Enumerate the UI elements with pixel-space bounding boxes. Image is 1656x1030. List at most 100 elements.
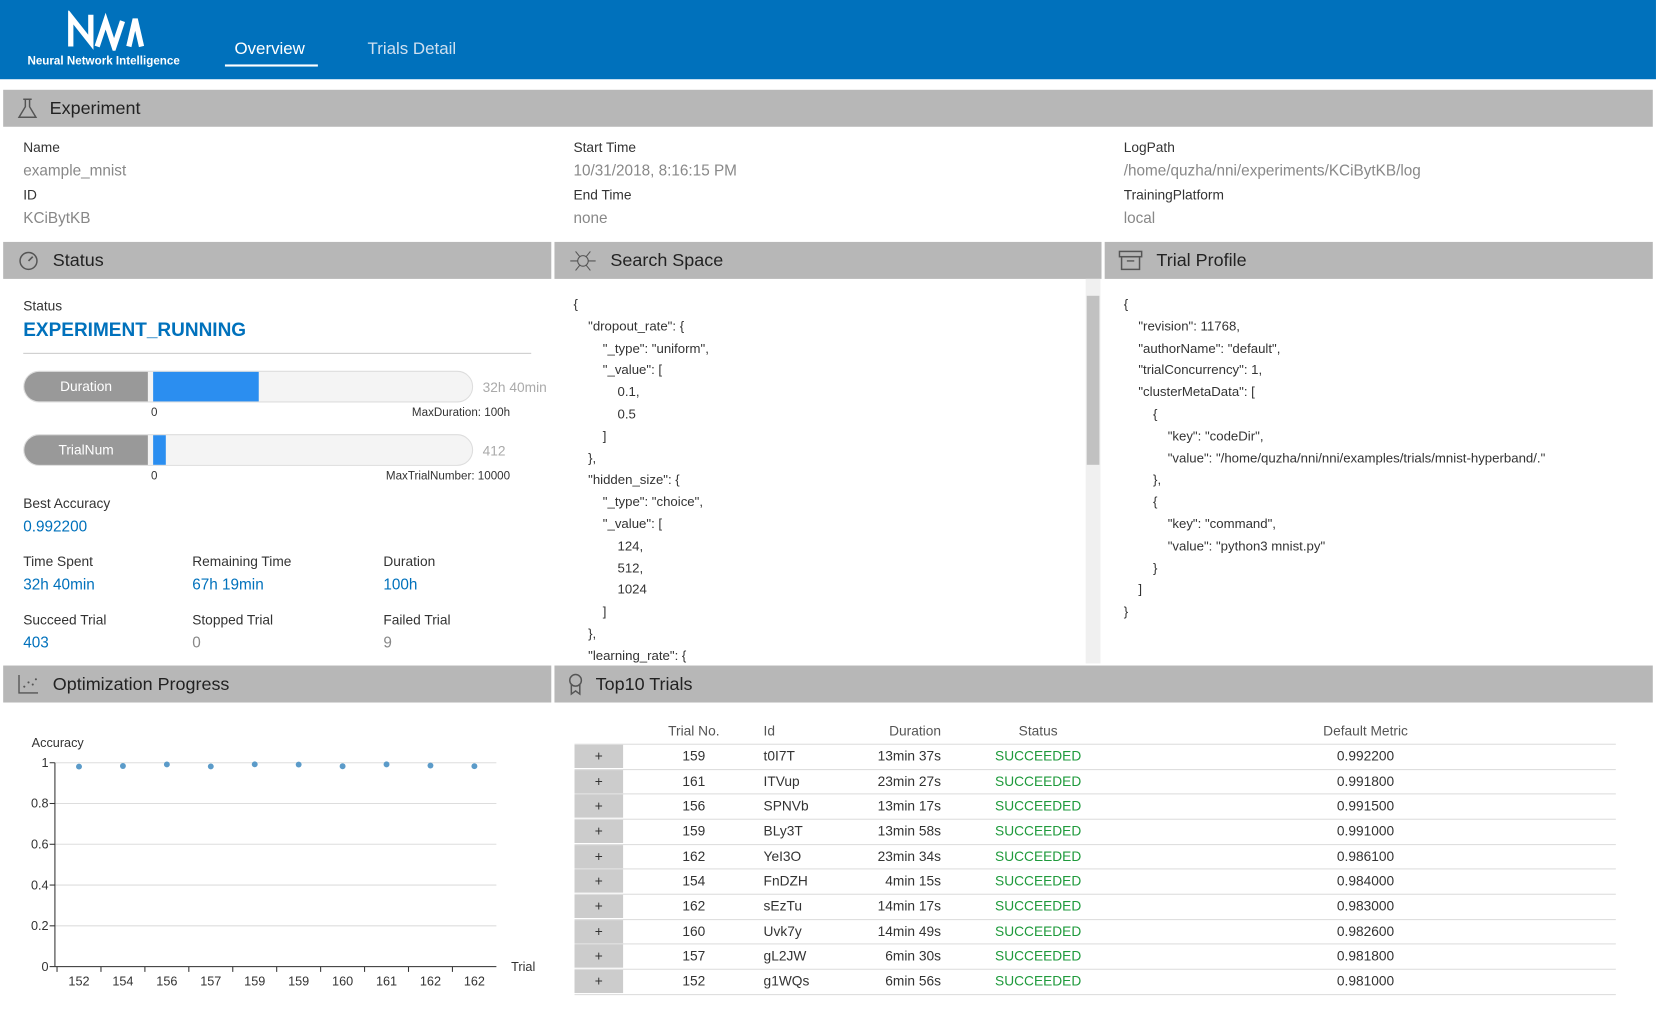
stat-label: Succeed Trial: [23, 612, 106, 628]
row-divider: [575, 919, 1616, 920]
status-panel: StatusEXPERIMENT_RUNNINGDuration32h 40mi…: [0, 279, 551, 664]
icon: [17, 98, 40, 119]
table-cell: gL2JW: [764, 948, 807, 964]
field-value: /home/quzha/nni/experiments/KCiBytKB/log: [1124, 163, 1421, 180]
code-line: "value": "/home/quzha/nni/nni/examples/t…: [1124, 451, 1546, 466]
table-cell: 0.992200: [1260, 748, 1471, 764]
status-cell: SUCCEEDED: [933, 948, 1144, 964]
logo-text: Neural Network Intelligence: [27, 55, 179, 68]
table-cell: 0.981000: [1260, 973, 1471, 989]
progress-value: 412: [483, 443, 506, 459]
point: [208, 763, 214, 769]
stat-value: 403: [23, 635, 49, 652]
section-bar: Search Space: [554, 242, 1101, 279]
stat-value: 100h: [383, 577, 417, 594]
code-line: "dropout_rate": {: [573, 319, 684, 334]
status-cell: SUCCEEDED: [933, 748, 1144, 764]
table-cell: FnDZH: [764, 873, 808, 889]
search-space-panel: { "dropout_rate": { "_type": "uniform", …: [554, 279, 1085, 664]
point: [164, 761, 170, 767]
code-line: "clusterMetaData": [: [1124, 385, 1255, 400]
best-label: Best Accuracy: [23, 495, 110, 511]
row-divider: [575, 844, 1616, 845]
code-line: "hidden_size": {: [573, 473, 679, 488]
progress-fill: [153, 372, 259, 402]
table-cell: 0.984000: [1260, 873, 1471, 889]
nav-tab[interactable]: Overview: [234, 40, 304, 59]
table-cell: t0I7T: [764, 748, 795, 764]
field-label: ID: [23, 187, 37, 203]
icon: [1117, 249, 1144, 272]
section-title: Search Space: [610, 250, 723, 271]
code-line: "learning_rate": {: [573, 648, 686, 663]
top10-table: Trial No.IdDurationStatusDefault Metric+…: [554, 703, 1656, 1030]
x-tick-label: 161: [376, 975, 397, 989]
x-tick-label: 159: [244, 975, 265, 989]
code-line: "_value": [: [573, 517, 662, 532]
code-line: },: [573, 451, 596, 466]
chart: AccuracyTrial00.20.40.60.811521541561571…: [0, 703, 551, 1030]
code-line: "authorName": "default",: [1124, 341, 1281, 356]
icon: [567, 248, 599, 273]
code-line: "_type": "uniform",: [573, 341, 708, 356]
nav-tab[interactable]: Trials Detail: [368, 40, 457, 59]
code-line: 512,: [573, 561, 643, 576]
stat-label: Failed Trial: [383, 612, 450, 628]
section-bar: Optimization Progress: [3, 666, 551, 703]
code-line: },: [573, 626, 596, 641]
table-cell: 13min 58s: [878, 823, 941, 839]
code-line: "_value": [: [573, 363, 662, 378]
table-cell: 0.983000: [1260, 898, 1471, 914]
field-value: KCiBytKB: [23, 210, 90, 227]
table-cell: 13min 37s: [878, 748, 941, 764]
status-cell: SUCCEEDED: [933, 873, 1144, 889]
x-tick-label: 154: [112, 975, 133, 989]
scroll-thumb[interactable]: [1087, 296, 1100, 465]
point: [120, 763, 126, 769]
field-label: TrainingPlatform: [1124, 187, 1224, 203]
point: [296, 762, 302, 768]
table-cell: 0.991800: [1260, 773, 1471, 789]
logo-mark: [68, 11, 147, 51]
stat-label: Duration: [383, 554, 435, 570]
stat-value: 9: [383, 635, 392, 652]
code-line: 0.1,: [573, 385, 639, 400]
field-label: Name: [23, 139, 60, 155]
table-cell: Uvk7y: [764, 923, 802, 939]
x-axis-label: Trial: [511, 960, 535, 974]
divider: [23, 353, 531, 354]
table-cell: 23min 34s: [878, 848, 941, 864]
table-cell: 0.981800: [1260, 948, 1471, 964]
section-title: Optimization Progress: [53, 674, 230, 695]
field-label: Start Time: [573, 139, 636, 155]
section-title: Status: [53, 250, 104, 271]
code-line: "_type": "choice",: [573, 495, 703, 510]
x-tick-label: 162: [464, 975, 485, 989]
code-line: }: [1124, 604, 1128, 619]
code-line: },: [1124, 473, 1161, 488]
code-line: "key": "command",: [1124, 517, 1276, 532]
status-label: Status: [23, 298, 62, 314]
x-tick-label: 160: [332, 975, 353, 989]
best-value: 0.992200: [23, 519, 87, 536]
progress-min: 0: [151, 407, 157, 420]
table-cell: 0.986100: [1260, 848, 1471, 864]
table-cell: BLy3T: [764, 823, 803, 839]
table-cell: 0.991500: [1260, 798, 1471, 814]
y-tick-label: 0.8: [31, 797, 49, 811]
row-divider: [575, 744, 1616, 745]
code-line: 1024: [573, 582, 646, 597]
column-header: Default Metric: [1260, 723, 1471, 739]
progress-label: Duration: [24, 372, 148, 402]
top-bar: Neural Network Intelligence Overview Tri…: [0, 0, 1656, 79]
field-label: LogPath: [1124, 139, 1175, 155]
table-cell: 14min 49s: [878, 923, 941, 939]
x-tick-label: 152: [68, 975, 89, 989]
row-divider: [575, 769, 1616, 770]
scrollbar[interactable]: [1086, 279, 1101, 664]
section-title: Experiment: [50, 98, 141, 119]
x-tick-label: 162: [420, 975, 441, 989]
code-line: }: [1124, 561, 1158, 576]
y-axis-label: Accuracy: [32, 736, 85, 750]
field-value: 10/31/2018, 8:16:15 PM: [573, 163, 736, 180]
